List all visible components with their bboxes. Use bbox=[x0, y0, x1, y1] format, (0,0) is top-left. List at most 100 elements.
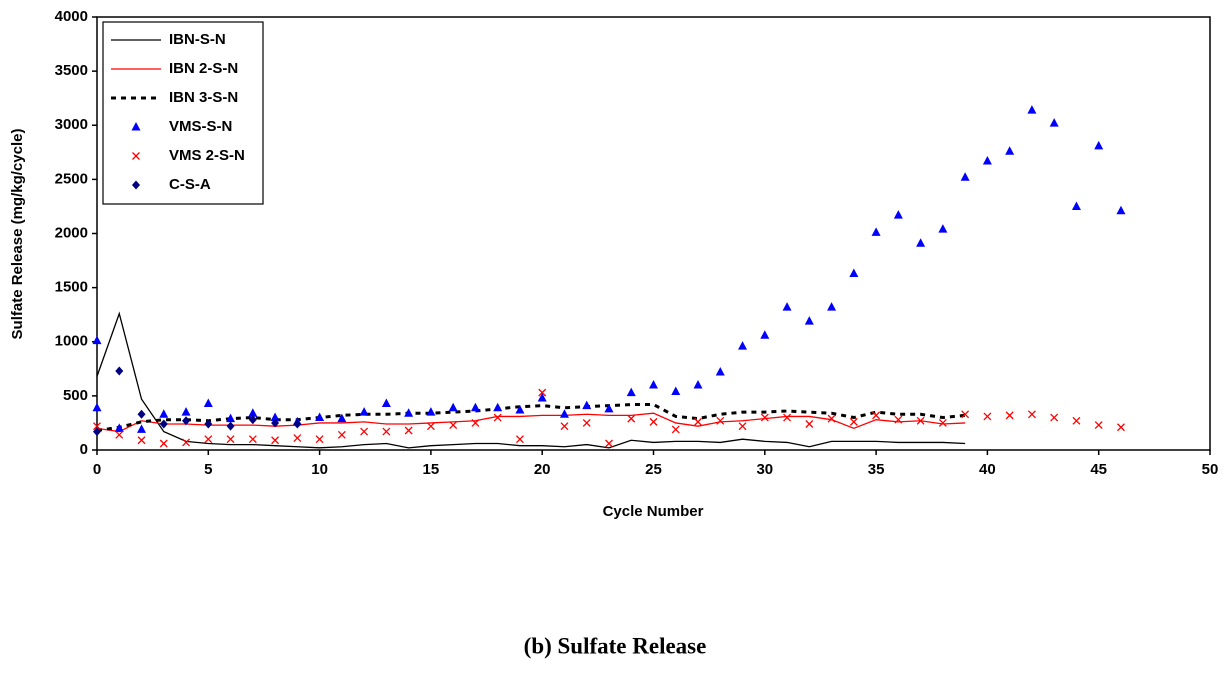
cross-marker bbox=[605, 439, 613, 448]
cross-marker bbox=[560, 422, 569, 431]
legend-swatch bbox=[132, 152, 140, 160]
triangle-marker bbox=[693, 380, 703, 389]
cross-marker bbox=[226, 435, 235, 444]
triangle-marker bbox=[404, 408, 414, 417]
cross-marker bbox=[471, 418, 480, 427]
triangle-marker bbox=[92, 335, 102, 345]
triangle-marker bbox=[1094, 140, 1104, 150]
triangle-marker bbox=[938, 224, 948, 233]
diamond-marker bbox=[204, 419, 213, 429]
legend-label: C-S-A bbox=[169, 176, 211, 193]
triangle-marker bbox=[181, 407, 191, 416]
y-tick-label: 1500 bbox=[55, 279, 88, 296]
triangle-marker bbox=[960, 172, 970, 181]
cross-marker bbox=[961, 410, 970, 419]
triangle-marker bbox=[248, 408, 258, 417]
diamond-marker bbox=[293, 419, 302, 429]
triangle-marker bbox=[493, 402, 503, 412]
cross-marker bbox=[315, 435, 324, 444]
triangle-marker bbox=[626, 387, 636, 397]
x-tick-label: 40 bbox=[979, 461, 996, 478]
triangle-marker bbox=[559, 409, 569, 418]
triangle-marker bbox=[804, 316, 814, 325]
triangle-marker bbox=[114, 423, 124, 432]
series-line bbox=[96, 311, 966, 449]
triangle-marker bbox=[203, 398, 213, 407]
x-tick-label: 0 bbox=[93, 461, 101, 478]
cross-marker bbox=[938, 418, 947, 427]
legend-swatch bbox=[131, 122, 141, 131]
legend-swatch bbox=[132, 180, 140, 190]
x-tick-label: 15 bbox=[423, 461, 440, 478]
diamond-marker bbox=[248, 415, 257, 425]
cross-marker bbox=[916, 416, 925, 425]
triangle-marker bbox=[1071, 201, 1081, 210]
diamond-marker bbox=[115, 366, 124, 376]
triangle-marker bbox=[715, 367, 725, 376]
y-tick-label: 3000 bbox=[55, 116, 88, 133]
cross-marker bbox=[805, 420, 814, 428]
triangle-marker bbox=[1027, 105, 1037, 114]
x-tick-label: 25 bbox=[645, 461, 662, 478]
triangle-marker bbox=[315, 412, 325, 422]
diamond-marker bbox=[137, 409, 146, 419]
triangle-marker bbox=[604, 403, 614, 413]
cross-marker bbox=[159, 439, 168, 448]
diamond-marker bbox=[271, 418, 280, 428]
triangle-marker bbox=[827, 302, 837, 311]
cross-marker bbox=[360, 427, 369, 436]
cross-marker bbox=[716, 416, 725, 425]
chart-title: (b) Sulfate Release bbox=[524, 633, 707, 658]
x-tick-label: 30 bbox=[756, 461, 773, 478]
triangle-marker bbox=[381, 398, 391, 407]
cross-marker bbox=[248, 435, 257, 444]
cross-marker bbox=[515, 435, 524, 444]
y-tick-label: 3500 bbox=[55, 62, 88, 79]
cross-marker bbox=[738, 422, 747, 431]
legend-label: IBN 2-S-N bbox=[169, 60, 238, 77]
cross-marker bbox=[894, 415, 903, 424]
legend-label: VMS-S-N bbox=[169, 118, 232, 135]
cross-marker bbox=[449, 421, 458, 430]
triangle-marker bbox=[738, 341, 748, 350]
triangle-marker bbox=[649, 380, 658, 389]
cross-marker bbox=[382, 427, 391, 436]
cross-marker bbox=[694, 417, 702, 426]
cross-marker bbox=[983, 412, 992, 421]
triangle-marker bbox=[448, 402, 458, 412]
cross-marker bbox=[271, 436, 280, 445]
y-tick-label: 4000 bbox=[55, 8, 88, 25]
triangle-marker bbox=[159, 409, 169, 418]
diamond-marker bbox=[93, 427, 101, 437]
x-tick-label: 45 bbox=[1090, 461, 1107, 478]
cross-marker bbox=[827, 414, 836, 423]
cross-marker bbox=[1117, 423, 1125, 432]
x-axis-label: Cycle Number bbox=[603, 503, 704, 520]
cross-marker bbox=[426, 422, 435, 431]
x-tick-label: 20 bbox=[534, 461, 551, 478]
cross-marker bbox=[1027, 410, 1036, 419]
cross-marker bbox=[93, 422, 101, 431]
legend-box bbox=[102, 21, 264, 205]
diamond-marker bbox=[182, 416, 191, 426]
triangle-marker bbox=[849, 268, 859, 278]
cross-marker bbox=[1072, 416, 1081, 425]
cross-marker bbox=[1050, 413, 1059, 422]
x-tick-label: 50 bbox=[1202, 461, 1219, 478]
cross-marker bbox=[1094, 421, 1103, 430]
cross-marker bbox=[538, 388, 547, 397]
triangle-marker bbox=[537, 393, 547, 402]
cross-marker bbox=[115, 430, 124, 439]
triangle-marker bbox=[270, 412, 280, 422]
triangle-marker bbox=[782, 302, 792, 311]
cross-marker bbox=[204, 435, 213, 444]
legend-label: IBN 3-S-N bbox=[169, 89, 238, 106]
triangle-marker bbox=[982, 155, 992, 165]
cross-marker bbox=[182, 438, 190, 447]
y-axis-label: Sulfate Release (mg/kg/cycle) bbox=[9, 129, 26, 340]
triangle-marker bbox=[893, 210, 903, 219]
series-line bbox=[96, 412, 966, 433]
triangle-marker bbox=[871, 227, 881, 236]
y-tick-label: 2000 bbox=[55, 224, 88, 241]
